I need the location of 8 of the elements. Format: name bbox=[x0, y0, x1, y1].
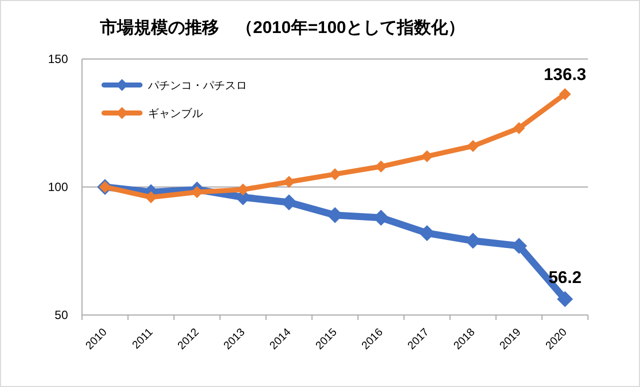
data-label: 56.2 bbox=[548, 268, 582, 288]
data-label: 136.3 bbox=[544, 65, 586, 84]
y-tick-label: 100 bbox=[48, 180, 68, 194]
legend-label: パチンコ・パチスロ bbox=[147, 80, 247, 92]
chart-title: 市場規模の推移 （2010年=100として指数化） bbox=[99, 18, 466, 37]
y-tick-label: 50 bbox=[54, 308, 68, 322]
legend-label: ギャンブル bbox=[148, 107, 203, 120]
y-tick-label: 150 bbox=[48, 52, 68, 66]
